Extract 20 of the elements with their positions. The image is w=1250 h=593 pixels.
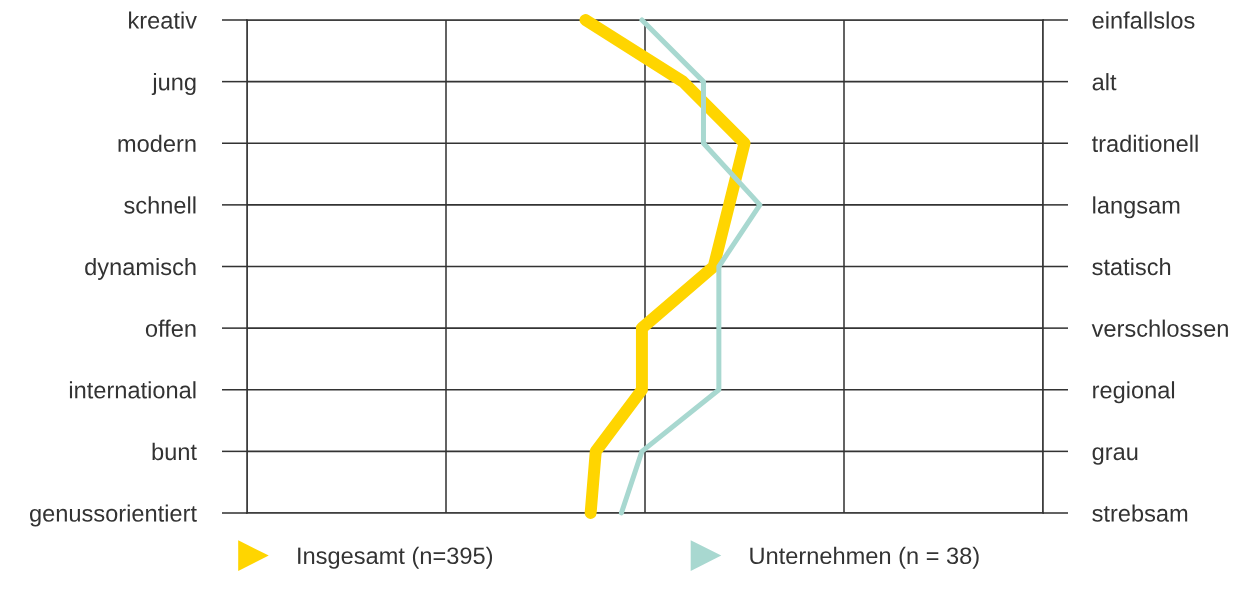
legend-label: Insgesamt (n=395) — [298, 546, 493, 569]
y-tick-label: dynamisch — [85, 257, 196, 280]
y-tick-label: international — [69, 381, 196, 399]
y2-tick-label: regional — [1093, 381, 1175, 404]
y-tick-label: jung — [151, 73, 196, 96]
y2-tick-label: einfallslos — [1092, 11, 1195, 29]
y2-tick-label: verschlossen — [1091, 319, 1228, 337]
y2-tick-label: statisch — [1092, 257, 1171, 276]
y-tick-label: offen — [145, 319, 196, 337]
y-tick-label: bunt — [152, 442, 197, 461]
y-tick-label: modern — [118, 134, 196, 153]
y-tick-label: kreativ — [129, 11, 197, 29]
y-tick-label: genussorientiert — [30, 504, 197, 527]
y2-tick-label: traditionell — [1091, 134, 1198, 153]
y2-tick-label: alt — [1092, 73, 1117, 91]
y2-tick-label: strebsam — [1092, 504, 1188, 522]
y-tick-label: schnell — [124, 196, 196, 214]
y2-tick-label: grau — [1092, 447, 1138, 465]
y2-tick-label: langsam — [1093, 196, 1180, 219]
legend-label: Unternehmen (n = 38) — [750, 546, 979, 569]
